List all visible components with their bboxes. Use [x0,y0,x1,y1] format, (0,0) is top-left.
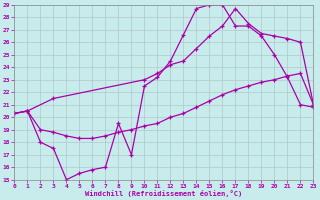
X-axis label: Windchill (Refroidissement éolien,°C): Windchill (Refroidissement éolien,°C) [85,190,243,197]
